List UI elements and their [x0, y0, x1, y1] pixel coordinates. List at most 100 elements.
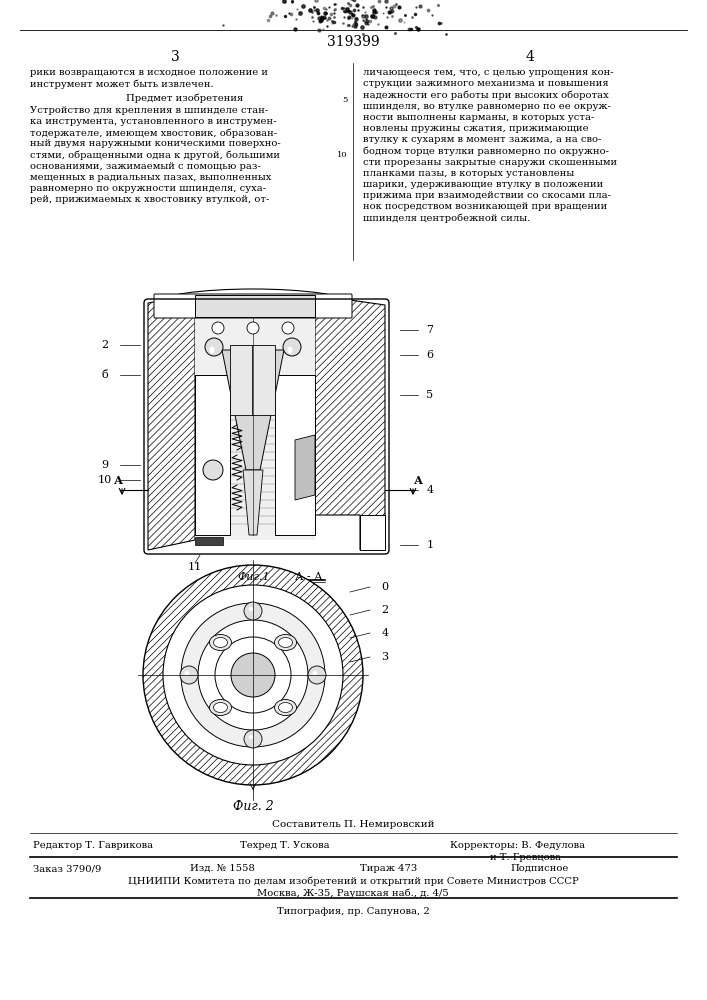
Text: Москва, Ж-35, Раушская наб., д. 4/5: Москва, Ж-35, Раушская наб., д. 4/5	[257, 889, 449, 898]
Text: личающееся тем, что, с целью упрощения кон-: личающееся тем, что, с целью упрощения к…	[363, 68, 614, 77]
Circle shape	[282, 322, 294, 334]
Circle shape	[163, 585, 343, 765]
Ellipse shape	[279, 637, 293, 647]
Polygon shape	[315, 295, 385, 550]
Text: ка инструмента, установленного в инструмен-: ка инструмента, установленного в инструм…	[30, 117, 276, 126]
Text: тодержателе, имеющем хвостовик, образован-: тодержателе, имеющем хвостовик, образова…	[30, 128, 277, 137]
Text: прижима при взаимодействии со скосами пла-: прижима при взаимодействии со скосами пл…	[363, 191, 611, 200]
Text: 9: 9	[101, 460, 109, 470]
Ellipse shape	[214, 703, 228, 713]
Bar	[195, 317, 315, 540]
Text: Устройство для крепления в шпинделе стан-: Устройство для крепления в шпинделе стан…	[30, 106, 268, 115]
Text: ный двумя наружными коническими поверхно-: ный двумя наружными коническими поверхно…	[30, 139, 281, 148]
Polygon shape	[148, 295, 195, 550]
Text: Типография, пр. Сапунова, 2: Типография, пр. Сапунова, 2	[276, 907, 429, 916]
Circle shape	[205, 338, 223, 356]
Text: шарики, удерживающие втулку в положении: шарики, удерживающие втулку в положении	[363, 180, 603, 189]
Text: 2: 2	[101, 340, 109, 350]
Text: Заказ 3790/9: Заказ 3790/9	[33, 864, 101, 873]
Text: основаниями, зажимаемый с помощью раз-: основаниями, зажимаемый с помощью раз-	[30, 162, 261, 171]
Bar	[252, 345, 275, 415]
Text: Техред Т. Ускова: Техред Т. Ускова	[240, 841, 329, 850]
Text: 11: 11	[188, 562, 202, 572]
Text: стями, обращенными одна к другой, большими: стями, обращенными одна к другой, больши…	[30, 150, 280, 160]
Ellipse shape	[209, 700, 231, 716]
Text: и Т. Гревцова: и Т. Гревцова	[490, 853, 561, 862]
Text: Фиг. 2: Фиг. 2	[233, 800, 274, 814]
Ellipse shape	[274, 700, 296, 716]
Text: 10: 10	[337, 151, 348, 159]
Circle shape	[308, 666, 326, 684]
FancyBboxPatch shape	[154, 294, 352, 318]
Text: Составитель П. Немировский: Составитель П. Немировский	[271, 820, 434, 829]
Polygon shape	[295, 435, 315, 500]
Circle shape	[198, 620, 308, 730]
Text: ЦНИИПИ Комитета по делам изобретений и открытий при Совете Министров СССР: ЦНИИПИ Комитета по делам изобретений и о…	[128, 877, 578, 886]
Text: А: А	[414, 475, 423, 486]
Text: 10: 10	[98, 475, 112, 485]
Text: Редактор Т. Гаврикова: Редактор Т. Гаврикова	[33, 841, 153, 850]
Text: инструмент может быть извлечен.: инструмент может быть извлечен.	[30, 79, 214, 89]
Text: 7: 7	[426, 325, 433, 335]
Ellipse shape	[214, 637, 228, 647]
Bar	[230, 345, 253, 415]
Ellipse shape	[274, 634, 296, 650]
Circle shape	[143, 565, 363, 785]
Text: б: б	[102, 370, 108, 380]
Text: 4: 4	[525, 50, 534, 64]
Text: шпинделя центробежной силы.: шпинделя центробежной силы.	[363, 214, 530, 223]
Text: сти прорезаны закрытые снаружи скошенными: сти прорезаны закрытые снаружи скошенным…	[363, 158, 617, 167]
Polygon shape	[275, 375, 315, 535]
Text: Предмет изобретения: Предмет изобретения	[127, 93, 244, 103]
Text: А: А	[114, 475, 122, 486]
Polygon shape	[360, 515, 385, 550]
Text: 3: 3	[170, 50, 180, 64]
Text: струкции зажимного механизма и повышения: струкции зажимного механизма и повышения	[363, 79, 609, 88]
Text: мещенных в радиальных пазах, выполненных: мещенных в радиальных пазах, выполненных	[30, 173, 271, 182]
Text: рики возвращаются в исходное положение и: рики возвращаются в исходное положение и	[30, 68, 268, 77]
Bar	[195, 537, 223, 545]
Text: втулку к сухарям в момент зажима, а на сво-: втулку к сухарям в момент зажима, а на с…	[363, 135, 602, 144]
Circle shape	[244, 730, 262, 748]
Ellipse shape	[288, 347, 293, 354]
Text: 319399: 319399	[327, 35, 380, 49]
Text: рей, прижимаемых к хвостовику втулкой, от-: рей, прижимаемых к хвостовику втулкой, о…	[30, 195, 269, 204]
Circle shape	[180, 666, 198, 684]
Ellipse shape	[185, 671, 189, 675]
Ellipse shape	[158, 289, 348, 317]
Circle shape	[212, 322, 224, 334]
Bar	[195, 295, 315, 317]
Text: 6: 6	[426, 350, 433, 360]
Text: планками пазы, в которых установлены: планками пазы, в которых установлены	[363, 169, 574, 178]
Text: 5: 5	[426, 390, 433, 400]
Text: 0: 0	[382, 582, 389, 592]
Circle shape	[203, 460, 223, 480]
Circle shape	[247, 322, 259, 334]
Text: 5: 5	[343, 96, 348, 104]
Text: надежности его работы при высоких оборотах: надежности его работы при высоких оборот…	[363, 90, 609, 100]
Circle shape	[181, 603, 325, 747]
Text: 3: 3	[382, 652, 389, 662]
Circle shape	[231, 653, 275, 697]
Ellipse shape	[248, 607, 254, 611]
Ellipse shape	[279, 703, 293, 713]
Text: 4: 4	[426, 485, 433, 495]
Polygon shape	[222, 350, 284, 470]
Ellipse shape	[209, 634, 231, 650]
Text: Фиг.1: Фиг.1	[237, 572, 269, 582]
Text: равномерно по окружности шпинделя, суха-: равномерно по окружности шпинделя, суха-	[30, 184, 266, 193]
Text: Корректоры: В. Федулова: Корректоры: В. Федулова	[450, 841, 585, 850]
Text: Изд. № 1558: Изд. № 1558	[190, 864, 255, 873]
Circle shape	[244, 602, 262, 620]
Text: бодном торце втулки равномерно по окружно-: бодном торце втулки равномерно по окружн…	[363, 146, 609, 156]
Text: А - А: А - А	[295, 572, 322, 582]
Text: новлены пружины сжатия, прижимающие: новлены пружины сжатия, прижимающие	[363, 124, 589, 133]
Text: ности выполнены карманы, в которых уста-: ности выполнены карманы, в которых уста-	[363, 113, 595, 122]
Polygon shape	[195, 375, 230, 535]
Ellipse shape	[312, 671, 317, 675]
Circle shape	[215, 637, 291, 713]
Text: 2: 2	[382, 605, 389, 615]
Text: 4: 4	[382, 628, 389, 638]
Text: Подписное: Подписное	[510, 864, 568, 873]
Text: нок посредством возникающей при вращении: нок посредством возникающей при вращении	[363, 202, 607, 211]
